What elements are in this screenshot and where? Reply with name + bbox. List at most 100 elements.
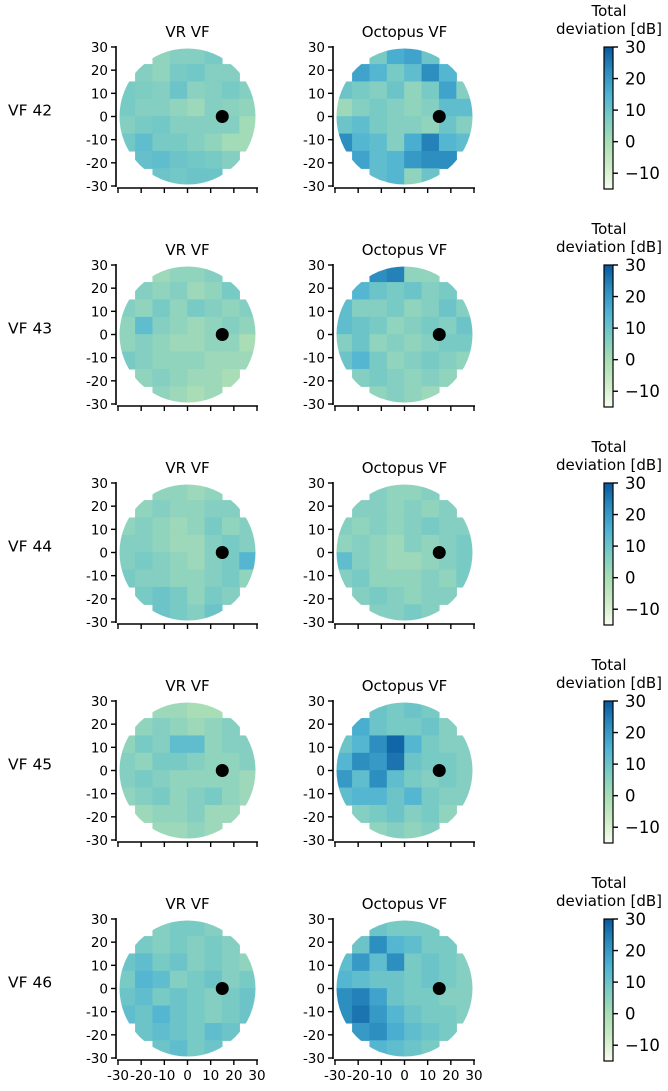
field-cell bbox=[421, 953, 440, 972]
field-cells bbox=[336, 266, 473, 403]
field-cell bbox=[221, 81, 240, 100]
field-cell bbox=[187, 368, 206, 387]
y-tick-label: 30 bbox=[308, 40, 325, 56]
field-cell bbox=[352, 804, 371, 823]
field-cell bbox=[369, 970, 388, 989]
field-cell bbox=[169, 150, 188, 169]
field-cell bbox=[404, 988, 423, 1007]
field-cell bbox=[404, 936, 423, 955]
y-tick-label: 0 bbox=[316, 764, 325, 780]
y-tick-label: -20 bbox=[303, 1028, 325, 1044]
field-cell bbox=[336, 787, 353, 806]
colorbar-tick-label: −10 bbox=[625, 382, 660, 401]
field-cell bbox=[404, 1005, 423, 1024]
field-cell bbox=[369, 1040, 388, 1057]
field-cell bbox=[386, 150, 405, 169]
field-cell bbox=[369, 604, 388, 621]
y-tick-label: -10 bbox=[86, 569, 108, 585]
y-tick-label: 20 bbox=[308, 281, 325, 297]
panel-title: Octopus VF bbox=[362, 23, 448, 41]
field-cell bbox=[119, 299, 136, 318]
y-tick-label: 30 bbox=[308, 476, 325, 492]
field-cell bbox=[239, 787, 256, 806]
field-cell bbox=[421, 48, 440, 65]
y-tick-label: 0 bbox=[99, 328, 108, 344]
field-cell bbox=[369, 266, 388, 283]
field-cell bbox=[386, 718, 405, 737]
field-cell bbox=[152, 735, 171, 754]
field-cell bbox=[135, 98, 154, 117]
field-cell bbox=[152, 718, 171, 737]
field-cell bbox=[369, 351, 388, 370]
row-label: VF 46 bbox=[8, 974, 52, 992]
x-tick-label: -20 bbox=[347, 1068, 369, 1084]
field-cell bbox=[135, 282, 154, 301]
field-cell bbox=[456, 735, 473, 754]
field-cell bbox=[204, 351, 223, 370]
field-cell bbox=[456, 1005, 473, 1024]
x-tick-label: -30 bbox=[107, 1068, 129, 1084]
field-cell bbox=[169, 368, 188, 387]
blind-spot-marker bbox=[432, 982, 446, 995]
field-cells bbox=[336, 48, 473, 185]
field-cell bbox=[369, 368, 388, 387]
field-cell bbox=[386, 81, 405, 100]
field-cell bbox=[404, 81, 423, 100]
y-tick-label: -10 bbox=[303, 569, 325, 585]
field-cell bbox=[336, 517, 353, 536]
field-cell bbox=[169, 1040, 188, 1057]
field-cell bbox=[421, 718, 440, 737]
field-cell bbox=[187, 351, 206, 370]
field-cell bbox=[152, 1005, 171, 1024]
field-cell bbox=[152, 569, 171, 588]
x-tick-label: 30 bbox=[248, 1068, 265, 1084]
field-cell bbox=[404, 517, 423, 536]
y-tick-label: 20 bbox=[91, 717, 108, 733]
field-cell bbox=[135, 787, 154, 806]
y-tick-label: 10 bbox=[308, 522, 325, 538]
field-cell bbox=[352, 569, 371, 588]
field-cell bbox=[369, 282, 388, 301]
field-cell bbox=[135, 752, 154, 771]
y-tick-label: 10 bbox=[91, 304, 108, 320]
field-cell bbox=[386, 1005, 405, 1024]
field-cell bbox=[369, 334, 388, 353]
colorbar-tick-label: 30 bbox=[625, 910, 646, 929]
field-cell bbox=[187, 98, 206, 117]
field-cell bbox=[135, 351, 154, 370]
field-cell bbox=[169, 316, 188, 335]
field-cell bbox=[169, 953, 188, 972]
colorbar-tick-label: 20 bbox=[625, 70, 646, 89]
y-tick-label: -10 bbox=[86, 351, 108, 367]
blind-spot-marker bbox=[215, 982, 229, 995]
field-cell bbox=[119, 334, 136, 353]
field-cell bbox=[221, 1005, 240, 1024]
field-cell bbox=[152, 316, 171, 335]
field-cell bbox=[336, 1005, 353, 1024]
y-tick-label: -20 bbox=[86, 156, 108, 172]
field-cell bbox=[135, 368, 154, 387]
field-cell bbox=[169, 484, 188, 501]
field-cell bbox=[404, 282, 423, 301]
y-tick-label: 30 bbox=[91, 694, 108, 710]
field-cell bbox=[352, 770, 371, 789]
field-cell bbox=[386, 735, 405, 754]
y-tick-label: 30 bbox=[308, 694, 325, 710]
field-cell bbox=[152, 368, 171, 387]
field-cell bbox=[221, 804, 240, 823]
field-cell bbox=[404, 98, 423, 117]
field-cell bbox=[386, 368, 405, 387]
y-tick-label: 0 bbox=[316, 546, 325, 562]
colorbar-tick-label: −10 bbox=[625, 600, 660, 619]
field-cell bbox=[386, 804, 405, 823]
colorbar-tick-label: 0 bbox=[625, 569, 636, 588]
field-cell bbox=[352, 534, 371, 553]
field-cell bbox=[404, 500, 423, 519]
field-cell bbox=[369, 316, 388, 335]
field-cell bbox=[187, 752, 206, 771]
field-cell bbox=[438, 500, 457, 519]
field-cell bbox=[169, 936, 188, 955]
field-cell bbox=[404, 316, 423, 335]
